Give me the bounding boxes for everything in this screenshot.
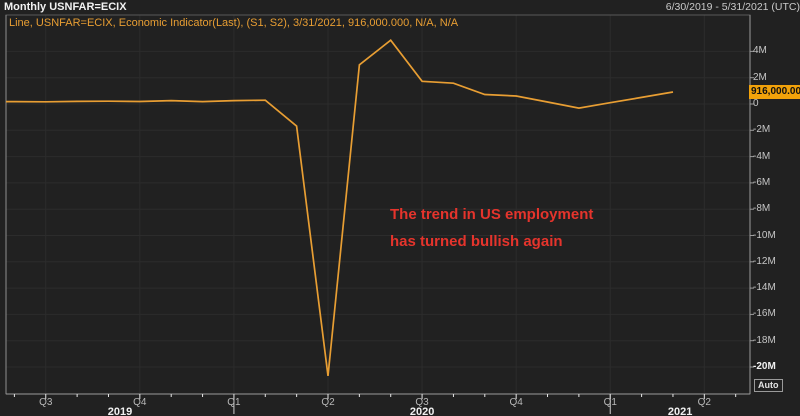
annotation-text: The trend in US employment has turned bu… [390,201,593,255]
y-axis-label: -12M [753,255,776,267]
y-axis[interactable]: 4M 2M 0 -2M -4M -6M -8M -10M -12M -14M -16M -18M -20… [753,0,800,416]
series-legend[interactable]: Line, USNFAR=ECIX, Economic Indicator(La… [9,17,459,29]
y-axis-label: 0 [753,98,759,109]
y-axis-label: -20M [753,361,776,372]
quarter-label: Q4 [133,397,147,408]
quarter-label: Q4 [509,397,523,408]
y-axis-label: -16M [753,308,776,320]
quarter-label: Q1 [603,397,617,408]
annotation-line-1: The trend in US employment [390,206,594,223]
quarter-label: Q2 [321,397,335,408]
y-axis-label: -6M [753,176,771,188]
y-axis-label: -14M [753,282,776,294]
quarter-label: Q2 [697,397,711,408]
last-value-badge: 916,000.00 [749,84,800,99]
annotation-line-2: has turned bullish again [390,233,563,250]
year-label: 2020 [409,406,435,416]
y-axis-label: -8M [753,203,771,215]
quarter-label: Q3 [39,397,53,408]
y-axis-label: -2M [753,124,771,136]
data-line[interactable] [6,38,674,377]
year-label: 2019 [107,406,133,416]
chart-title: Monthly USNFAR=ECIX [4,1,127,13]
quarter-label: Q1 [227,397,241,408]
auto-scale-button[interactable]: Auto [754,379,783,392]
year-label: 2021 [667,406,693,416]
y-axis-label: -4M [753,150,771,162]
y-axis-label: 2M [753,71,767,83]
y-axis-label: -10M [753,229,776,241]
y-axis-label: 4M [753,45,767,57]
date-range: 6/30/2019 - 5/31/2021 (UTC) [665,1,800,13]
y-axis-label: -18M [753,334,776,346]
quarter-label: Q3 [415,397,429,408]
